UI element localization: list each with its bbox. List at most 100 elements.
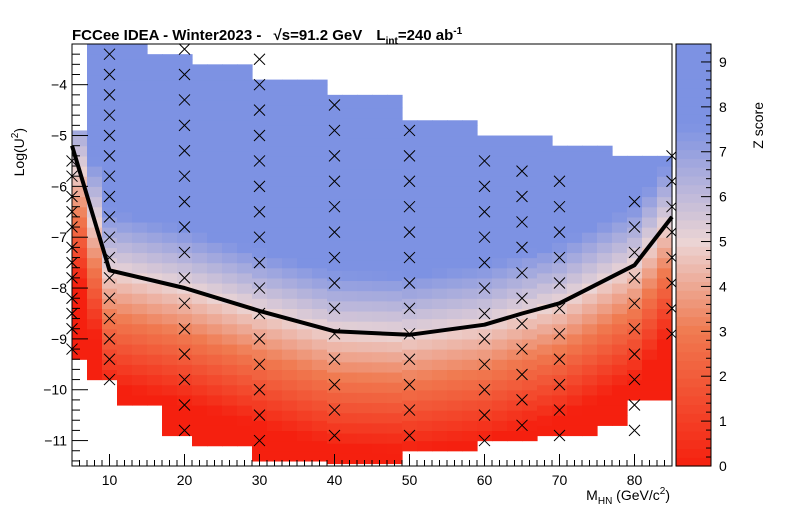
signal-point-marker — [103, 292, 116, 305]
heatmap-cell — [582, 333, 598, 345]
heatmap-cell — [147, 333, 163, 345]
heatmap-cell — [342, 168, 358, 180]
heatmap-cell — [192, 364, 208, 376]
heatmap-cell — [417, 369, 433, 381]
heatmap-cell — [147, 374, 163, 386]
heatmap-cell — [192, 211, 208, 223]
heatmap-cell — [162, 364, 178, 376]
heatmap-cell — [282, 450, 298, 462]
heatmap-cell — [117, 89, 133, 101]
signal-point-marker — [553, 175, 566, 188]
heatmap-cell — [312, 84, 328, 96]
heatmap-cell — [462, 318, 478, 330]
heatmap-cell — [297, 79, 313, 86]
heatmap-cell — [192, 354, 208, 365]
heatmap-cell — [282, 176, 298, 187]
heatmap-cell — [162, 150, 178, 162]
heatmap-cell — [597, 150, 613, 162]
heatmap-cell — [252, 369, 268, 381]
heatmap-cell — [432, 430, 448, 442]
heatmap-cell — [237, 79, 253, 91]
heatmap-cell — [357, 158, 373, 170]
heatmap-cell — [222, 150, 238, 162]
heatmap-cell — [567, 252, 583, 264]
heatmap-cell — [297, 369, 313, 381]
heatmap-cell — [462, 247, 478, 259]
heatmap-cell — [612, 171, 628, 182]
heatmap-cell — [102, 84, 118, 96]
x-axis-ticks: 10 20 30 40 50 60 70 80 — [71, 454, 673, 488]
heatmap-cell — [327, 158, 343, 170]
heatmap-cell — [432, 369, 448, 381]
heatmap-cell — [72, 257, 88, 269]
heatmap-cell — [237, 160, 253, 172]
heatmap-cell — [87, 135, 103, 147]
heatmap-cell — [192, 69, 208, 81]
signal-point-marker — [178, 373, 191, 386]
heatmap-cell — [237, 69, 253, 81]
heatmap-cell — [222, 191, 238, 203]
y-tick-label: −10 — [43, 382, 67, 398]
sqrt-symbol: √ — [274, 27, 283, 44]
heatmap-cell — [492, 359, 508, 370]
heatmap-cell — [297, 328, 313, 340]
heatmap-cell — [267, 318, 283, 330]
signal-point-marker — [403, 175, 416, 188]
color-scale-step — [676, 422, 711, 432]
heatmap-cell — [492, 328, 508, 340]
heatmap-cell — [177, 303, 193, 315]
heatmap-cell — [657, 328, 673, 340]
heatmap-cell — [477, 176, 493, 187]
heatmap-cell — [117, 272, 133, 284]
heatmap-cell — [432, 379, 448, 391]
heatmap-cell — [417, 288, 433, 299]
heatmap-cell — [447, 420, 463, 432]
heatmap-cell — [237, 252, 253, 264]
heatmap-cell — [267, 359, 283, 370]
heatmap-cell — [177, 252, 193, 264]
signal-point-marker — [328, 302, 341, 315]
heatmap-cell — [192, 150, 208, 162]
heatmap-cell — [312, 125, 328, 137]
heatmap-cell — [207, 415, 223, 426]
heatmap-cell — [447, 277, 463, 289]
heatmap-cell — [372, 239, 388, 251]
heatmap-cell — [402, 369, 418, 381]
heatmap-cell — [117, 313, 133, 325]
heatmap-cell — [552, 374, 568, 386]
z-axis-label: Z score — [750, 102, 766, 149]
y-tick-label: −5 — [51, 128, 67, 144]
heatmap-cell — [297, 430, 313, 442]
heatmap-cell — [312, 450, 328, 462]
heatmap-cell — [282, 84, 298, 96]
heatmap-cell — [297, 176, 313, 187]
heatmap-cell — [612, 293, 628, 304]
heatmap-cell — [87, 359, 103, 370]
heatmap-cell — [312, 277, 328, 289]
heatmap-cell — [642, 308, 658, 320]
heatmap-cell — [597, 293, 613, 304]
heatmap-cell — [192, 374, 208, 386]
heatmap-cell — [507, 166, 523, 177]
heatmap-cell — [132, 191, 148, 203]
heatmap-cell — [222, 262, 238, 274]
heatmap-cell — [327, 138, 343, 149]
heatmap-cell — [627, 308, 643, 320]
heatmap-cell — [477, 166, 493, 177]
heatmap-cell — [507, 135, 523, 147]
heatmap-cell — [282, 349, 298, 360]
heatmap-cell — [297, 399, 313, 411]
heatmap-cell — [627, 267, 643, 279]
heatmap-cell — [252, 145, 268, 157]
heatmap-cell — [402, 267, 418, 279]
heatmap-cell — [582, 145, 598, 152]
heatmap-cell — [117, 303, 133, 315]
heatmap-cell — [267, 267, 283, 279]
z-tick-label: 7 — [719, 144, 727, 160]
heatmap-cell — [162, 282, 178, 294]
heatmap-cell — [282, 135, 298, 147]
heatmap-cell — [477, 338, 493, 350]
heatmap-cell — [507, 206, 523, 218]
heatmap-cell — [252, 440, 268, 452]
heatmap-cell — [237, 394, 253, 406]
